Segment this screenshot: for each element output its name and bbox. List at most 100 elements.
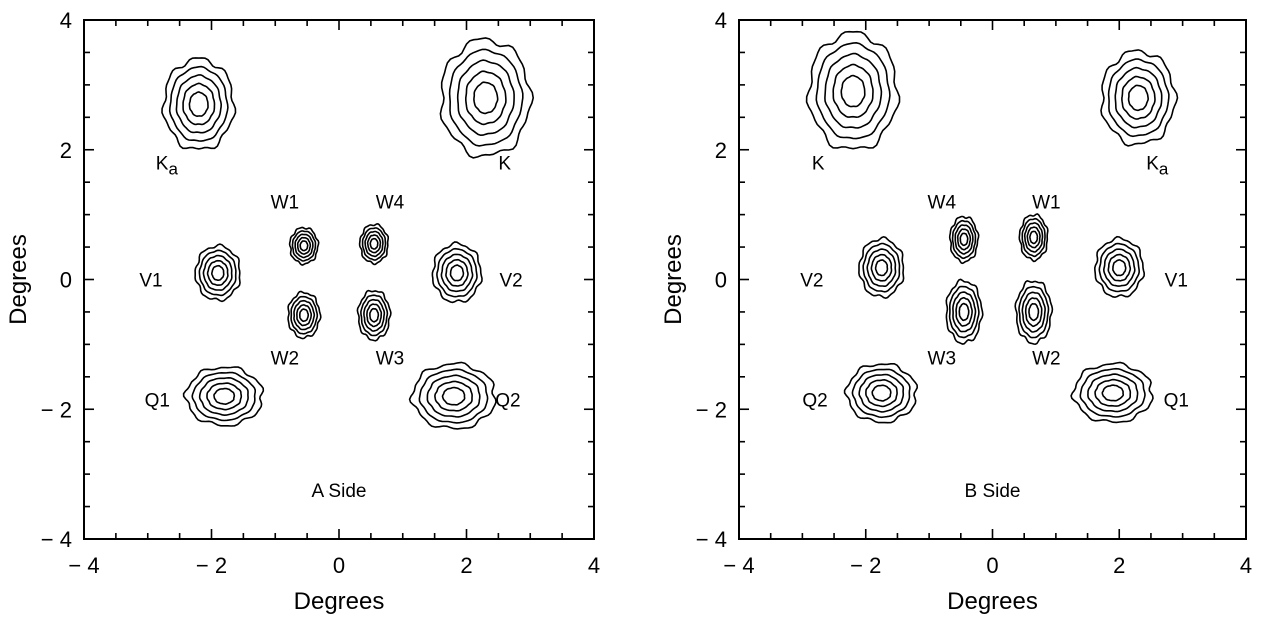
y-tick-label: 0 [60,268,72,293]
contour-ring [1026,226,1041,249]
beam-label: W4 [376,193,405,214]
x-axis-title: Degrees [947,588,1038,615]
contour-ring [418,368,489,424]
beam-label: Q2 [802,391,827,412]
contour-ring [1079,367,1146,418]
beam-q1: Q1 [145,366,265,427]
contour-ring [210,264,225,281]
contour-ring [364,230,384,258]
beam-label: V1 [139,271,162,292]
contour-ring [168,65,229,142]
contour-ring [1094,378,1132,407]
contour-ring [366,303,383,328]
y-tick-label: − 2 [696,397,727,422]
contour-ring [948,215,980,265]
contour-ring [439,37,535,159]
beam-label: Q2 [495,391,520,412]
contour-ring [456,59,515,137]
contour-ring [874,259,889,277]
contour-ring [440,253,474,293]
contour-ring [290,295,319,335]
contour-ring [175,74,223,134]
contour-ring [1093,235,1146,299]
contour-ring [1107,253,1132,282]
beam-w4: W4 [928,193,980,265]
contour-ring [426,374,481,418]
contour-ring [436,247,478,298]
contour-ring [1121,75,1156,120]
beam-label: Ka [1146,154,1169,179]
contour-ring [1102,248,1136,287]
contour-ring [361,227,387,261]
x-tick-label: 4 [1240,553,1252,578]
contour-ring [948,285,980,339]
beam-ka: Ka [156,57,237,179]
contour-ring [858,235,905,300]
contour-ring [870,253,893,282]
beam-label: K [498,154,511,175]
x-tick-label: 0 [333,553,345,578]
contour-ring [1070,361,1154,424]
side-label: A Side [312,481,367,502]
contour-ring [360,294,389,337]
beam-k: K [805,30,901,175]
beam-label: W3 [928,348,957,369]
beam-v2: V2 [431,241,523,304]
contour-ring [1021,291,1046,333]
contour-ring [369,237,379,250]
beam-label: W1 [271,193,300,214]
contour-ring [434,380,473,412]
a-side-panel: − 4 − 2 0 2 4 − 4 − 2 0 2 4 Degrees Degrees A Side Ka… [5,8,600,615]
contour-ring [1021,217,1046,258]
y-tick-label: − 4 [696,527,727,552]
y-tick-label: 4 [60,8,72,33]
beam-label: V2 [500,271,523,292]
contour-ring [293,299,316,331]
x-axis-title: Degrees [294,588,385,615]
contour-ring [843,363,919,424]
contour-ring [824,52,883,129]
beam-label: W4 [928,193,957,214]
contour-ring [871,384,892,402]
contour-ring [194,243,241,303]
contour-ring [1112,259,1127,277]
y-tick-label: 2 [60,138,72,163]
contour-ring [865,378,898,408]
beam-v2: V2 [800,235,905,300]
beam-w1: W1 [271,193,320,266]
contour-ring [182,82,216,126]
contour-ring [1100,49,1179,147]
contour-ring [291,230,317,262]
contour-ring [862,242,901,293]
contour-ring [1023,222,1044,253]
beam-k: K [439,37,535,175]
contour-ring [1018,285,1050,339]
contour-ring [958,302,970,322]
contour-ring [296,304,312,327]
x-tick-label: 0 [986,553,998,578]
contour-ring [448,48,524,147]
contour-ring [866,248,897,287]
contour-ring [358,222,389,266]
contour-ring [294,233,314,259]
contour-ring [851,368,911,419]
contour-ring [956,228,972,251]
beam-w3: W3 [356,289,404,369]
beam-label: W2 [1032,348,1061,369]
beam-label: Ka [156,154,179,179]
x-tick-label: − 4 [68,553,99,578]
contour-ring [449,264,465,282]
beam-ka: Ka [1100,49,1179,179]
beam-label: K [812,154,825,175]
contour-ring [1028,303,1040,322]
beam-w3: W3 [928,278,984,369]
contour-ring [213,387,236,406]
contour-ring [206,382,243,411]
contour-ring [858,373,905,413]
contour-ring [369,307,380,323]
beam-v1: V1 [1093,235,1188,299]
contour-ring [198,249,237,297]
beam-label: V1 [1165,271,1188,292]
x-tick-label: − 4 [723,553,754,578]
